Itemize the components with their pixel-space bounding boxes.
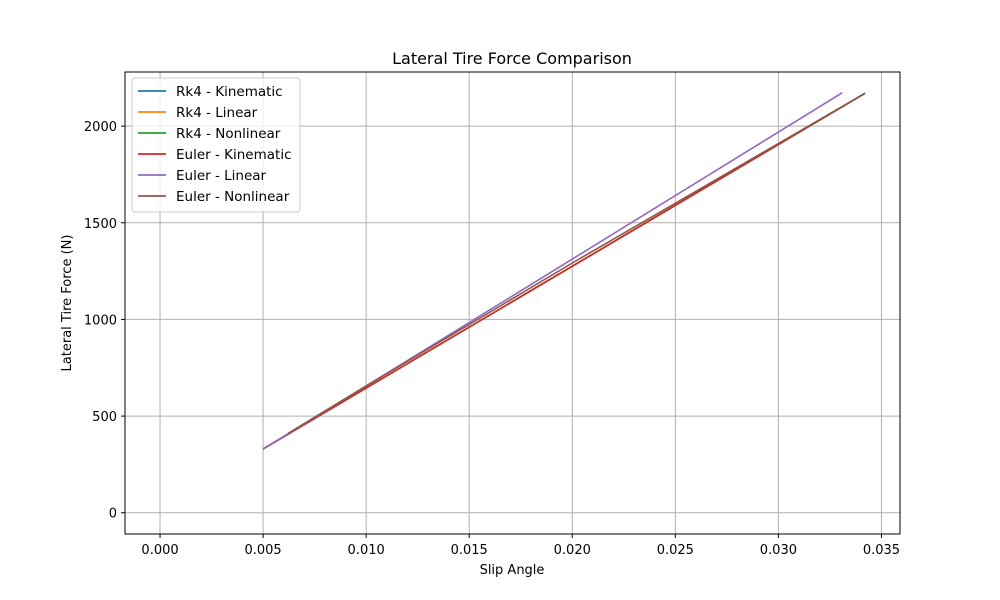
y-tick-label: 0 (109, 507, 117, 522)
x-tick-label: 0.010 (348, 543, 385, 558)
x-tick-label: 0.005 (244, 543, 281, 558)
x-tick-label: 0.015 (451, 543, 488, 558)
plot-area-frame (124, 71, 901, 535)
y-axis-ticks: 0 500 1000 1500 2000 (84, 120, 125, 522)
x-tick-label: 0.030 (760, 543, 797, 558)
y-tick-label: 2000 (84, 120, 117, 135)
legend-item-label: Rk4 - Linear (176, 105, 258, 121)
x-tick-label: 0.020 (554, 543, 591, 558)
legend-item-label: Rk4 - Kinematic (176, 84, 283, 100)
chart-title: Lateral Tire Force Comparison (392, 49, 632, 68)
legend-item-label: Euler - Linear (176, 168, 267, 184)
series-line-4 (262, 92, 866, 450)
x-axis-label: Slip Angle (480, 563, 545, 578)
x-tick-label: 0.025 (657, 543, 694, 558)
legend-item-label: Rk4 - Nonlinear (176, 126, 281, 142)
legend-item-label: Euler - Nonlinear (176, 189, 290, 205)
y-tick-label: 1500 (84, 217, 117, 232)
x-tick-label: 0.000 (141, 543, 178, 558)
series-line-6 (287, 92, 866, 435)
x-axis-ticks: 0.000 0.005 0.010 0.015 0.020 0.025 0.030 0.035 (141, 534, 900, 558)
series-lines (262, 92, 866, 450)
legend-box (131, 77, 301, 213)
legend: Rk4 - Kinematic Rk4 - Linear Rk4 - Nonline… (131, 77, 301, 213)
x-tick-label: 0.035 (863, 543, 900, 558)
y-tick-label: 1000 (84, 313, 117, 328)
grid-lines (125, 72, 900, 534)
y-tick-label: 500 (92, 410, 117, 425)
y-axis-label: Lateral Tire Force (N) (60, 235, 75, 372)
legend-item-label: Euler - Kinematic (176, 147, 292, 163)
